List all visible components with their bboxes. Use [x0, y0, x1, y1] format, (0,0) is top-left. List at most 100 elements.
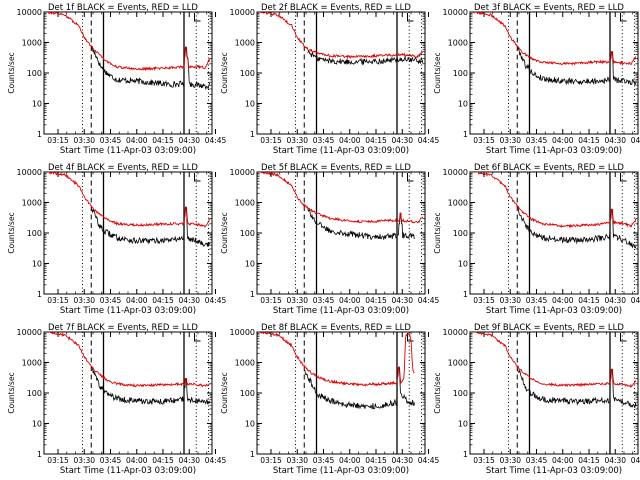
y-tick-label: 1 [463, 290, 468, 299]
y-tick-label: 1000 [235, 359, 255, 368]
x-tick-label: 03:15 [260, 296, 282, 305]
panel-title: Det 8f BLACK = Events, RED = LLD [261, 323, 411, 333]
y-axis-label: Counts/sec [7, 372, 16, 413]
x-tick-label: 04:30 [391, 136, 413, 145]
y-tick-label: 100 [240, 69, 255, 78]
lld-series-line [473, 172, 637, 229]
y-tick-label: 1 [463, 130, 468, 139]
detector-panel-5: Det 5f BLACK = Events, RED = LLD 1 10 100 10… [220, 163, 440, 316]
events-series-line [516, 206, 637, 249]
events-series-line [90, 366, 211, 406]
lld-series-line [260, 332, 415, 387]
x-tick-label: 03:45 [100, 296, 122, 305]
y-tick-label: 10000 [443, 168, 468, 177]
lld-series-line [47, 172, 211, 228]
lld-series-line [260, 12, 424, 60]
y-tick-label: 10 [458, 100, 468, 109]
x-tick-label: 04:30 [178, 136, 200, 145]
plot-frame [43, 11, 213, 135]
y-tick-label: 1 [250, 450, 255, 459]
x-tick-label: 04:45 [205, 296, 227, 305]
detector-panel-1: Det 1f BLACK = Events, RED = LLD 1 10 100 10… [7, 3, 227, 156]
y-tick-label: 100 [240, 229, 255, 238]
x-tick-label: 03:30 [499, 456, 521, 465]
x-tick-label: 04:00 [126, 136, 148, 145]
y-tick-label: 1000 [448, 199, 468, 208]
series-group [260, 172, 424, 240]
y-tick-label: 10000 [443, 8, 468, 17]
y-axis-label: Counts/sec [433, 372, 442, 413]
y-tick-label: 10 [32, 420, 42, 429]
y-tick-label: 1 [250, 290, 255, 299]
x-tick-label: 03:45 [313, 296, 335, 305]
lld-series-line [47, 12, 211, 72]
panel-title: Det 6f BLACK = Events, RED = LLD [474, 163, 624, 173]
x-tick-label: 03:30 [73, 136, 95, 145]
series-group [260, 12, 424, 66]
x-tick-label: 04:00 [552, 456, 574, 465]
panel-title: Det 3f BLACK = Events, RED = LLD [474, 3, 624, 13]
lld-series-line [473, 332, 637, 389]
y-axis-label: Counts/sec [220, 212, 229, 253]
x-tick-label: 04:30 [604, 456, 626, 465]
series-group [47, 172, 211, 247]
y-tick-label: 1000 [22, 39, 42, 48]
series-group [473, 332, 637, 409]
x-tick-label: 03:15 [47, 136, 69, 145]
plot-frame [256, 331, 426, 455]
y-axis-label: Counts/sec [220, 372, 229, 413]
x-axis-label: Start Time (11-Apr-03 03:09:00) [486, 146, 622, 156]
x-tick-label: 04:15 [152, 136, 174, 145]
events-series-line [307, 50, 424, 66]
y-tick-label: 10000 [17, 168, 42, 177]
y-tick-label: 10 [245, 100, 255, 109]
plot-frame [469, 171, 639, 295]
x-tick-label: 04:00 [552, 136, 574, 145]
y-tick-label: 1 [250, 130, 255, 139]
detector-panel-9: Det 9f BLACK = Events, RED = LLD 1 10 100 10… [433, 323, 640, 476]
x-tick-label: 04:15 [578, 456, 600, 465]
detector-panel-8: Det 8f BLACK = Events, RED = LLD 1 10 100 10… [220, 323, 440, 476]
x-tick-label: 03:45 [100, 456, 122, 465]
y-axis-label: Counts/sec [433, 212, 442, 253]
detector-panel-7: Det 7f BLACK = Events, RED = LLD 1 10 100 10… [7, 323, 227, 476]
events-series-line [516, 368, 637, 409]
events-series-line [90, 46, 211, 91]
plot-frame [469, 11, 639, 135]
x-tick-label: 04:15 [152, 456, 174, 465]
y-tick-label: 10 [32, 100, 42, 109]
series-group [473, 12, 637, 86]
y-tick-label: 1000 [448, 39, 468, 48]
x-tick-label: 04:30 [178, 456, 200, 465]
panel-title: Det 1f BLACK = Events, RED = LLD [48, 3, 198, 13]
x-tick-label: 04:30 [604, 296, 626, 305]
y-tick-label: 10 [458, 260, 468, 269]
x-axis-label: Start Time (11-Apr-03 03:09:00) [273, 466, 409, 476]
plot-frame [256, 11, 426, 135]
y-axis-label: Counts/sec [433, 52, 442, 93]
x-tick-label: 03:15 [473, 136, 495, 145]
y-tick-label: 1 [463, 450, 468, 459]
x-tick-label: 04:15 [365, 456, 387, 465]
events-series-line [304, 366, 415, 410]
x-tick-label: 03:45 [100, 136, 122, 145]
panel-title: Det 2f BLACK = Events, RED = LLD [261, 3, 411, 13]
y-tick-label: 10 [458, 420, 468, 429]
y-tick-label: 10000 [230, 168, 255, 177]
y-tick-label: 10 [32, 260, 42, 269]
saa-marker [620, 13, 627, 22]
y-axis-label: Counts/sec [7, 212, 16, 253]
y-tick-label: 100 [27, 389, 42, 398]
x-tick-label: 03:15 [260, 136, 282, 145]
x-tick-label: 04:30 [178, 296, 200, 305]
x-tick-label: 04:00 [126, 456, 148, 465]
y-axis-label: Counts/sec [7, 52, 16, 93]
y-tick-label: 100 [453, 389, 468, 398]
y-tick-label: 100 [453, 229, 468, 238]
detector-panel-3: Det 3f BLACK = Events, RED = LLD 1 10 100 10… [433, 3, 640, 156]
series-group [260, 332, 415, 410]
series-group [47, 12, 211, 91]
x-tick-label: 03:15 [473, 456, 495, 465]
detector-panel-6: Det 6f BLACK = Events, RED = LLD 1 10 100 10… [433, 163, 640, 316]
